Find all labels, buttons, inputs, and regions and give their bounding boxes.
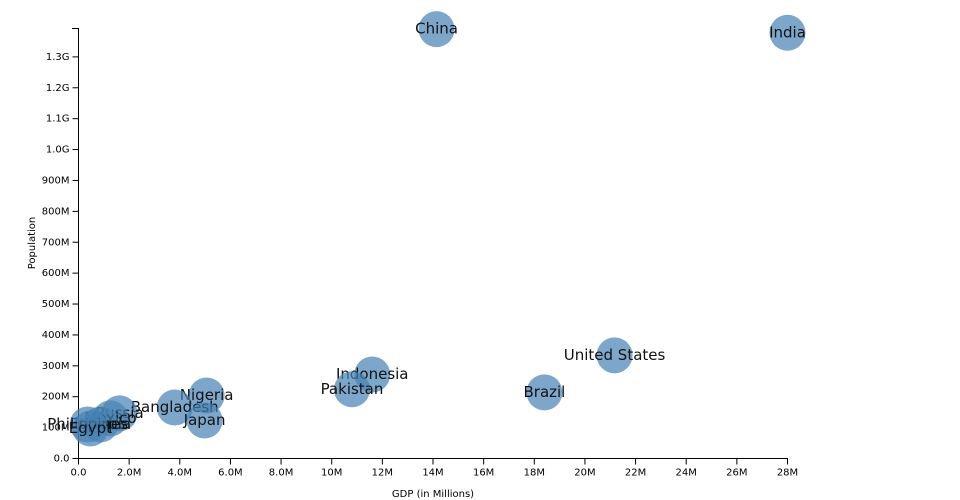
x-tick-label: 10M (321, 468, 342, 479)
y-tick-label: 400M (42, 330, 70, 341)
y-tick-label: 500M (42, 299, 70, 310)
y-tick-label: 700M (42, 237, 70, 248)
bubble-label: United States (564, 346, 666, 364)
bubble (769, 14, 806, 51)
y-tick-label: 0.0 (54, 454, 70, 465)
x-tick-label: 6.0M (218, 468, 243, 479)
bubble (156, 389, 193, 426)
x-tick-label: 14M (422, 468, 443, 479)
y-tick-label: 100M (42, 423, 70, 434)
x-tick-label: 18M (524, 468, 545, 479)
x-tick-label: 12M (372, 468, 393, 479)
x-tick-label: 8.0M (269, 468, 294, 479)
y-tick-label: 1.3G (46, 52, 70, 63)
bubble-label: China (415, 20, 458, 38)
bubble (596, 337, 633, 374)
x-tick-label: 24M (676, 468, 697, 479)
bubble (418, 11, 455, 48)
y-tick-label: 900M (42, 175, 70, 186)
bubble (186, 402, 223, 439)
bubble-label: Nigeria (180, 386, 234, 404)
bubble-label: Brazil (523, 383, 565, 401)
y-tick-label: 200M (42, 392, 70, 403)
x-tick-label: 0.0 (71, 468, 87, 479)
bubble-label: Pakistan (321, 380, 384, 398)
y-tick-label: 600M (42, 268, 70, 279)
x-tick-label: 22M (625, 468, 646, 479)
y-axis-title: Population (27, 217, 38, 270)
bubble-label: Japan (183, 411, 226, 429)
x-tick-label: 20M (574, 468, 595, 479)
bubble-label: Egypt (69, 419, 112, 437)
y-tick-label: 800M (42, 206, 70, 217)
x-tick-label: 2.0M (117, 468, 142, 479)
x-tick-label: 26M (726, 468, 747, 479)
x-tick-label: 28M (777, 468, 798, 479)
y-tick-label: 1.2G (46, 83, 70, 94)
y-tick-label: 300M (42, 361, 70, 372)
bubble (333, 371, 370, 408)
bubble (72, 410, 109, 447)
y-tick-label: 1.0G (46, 145, 70, 156)
x-tick-label: 4.0M (168, 468, 193, 479)
x-axis-title: GDP (in Millions) (392, 489, 474, 500)
bubble (526, 374, 563, 411)
y-tick-label: 1.1G (46, 114, 70, 125)
x-tick-label: 16M (473, 468, 494, 479)
bubble-label: India (769, 23, 806, 41)
